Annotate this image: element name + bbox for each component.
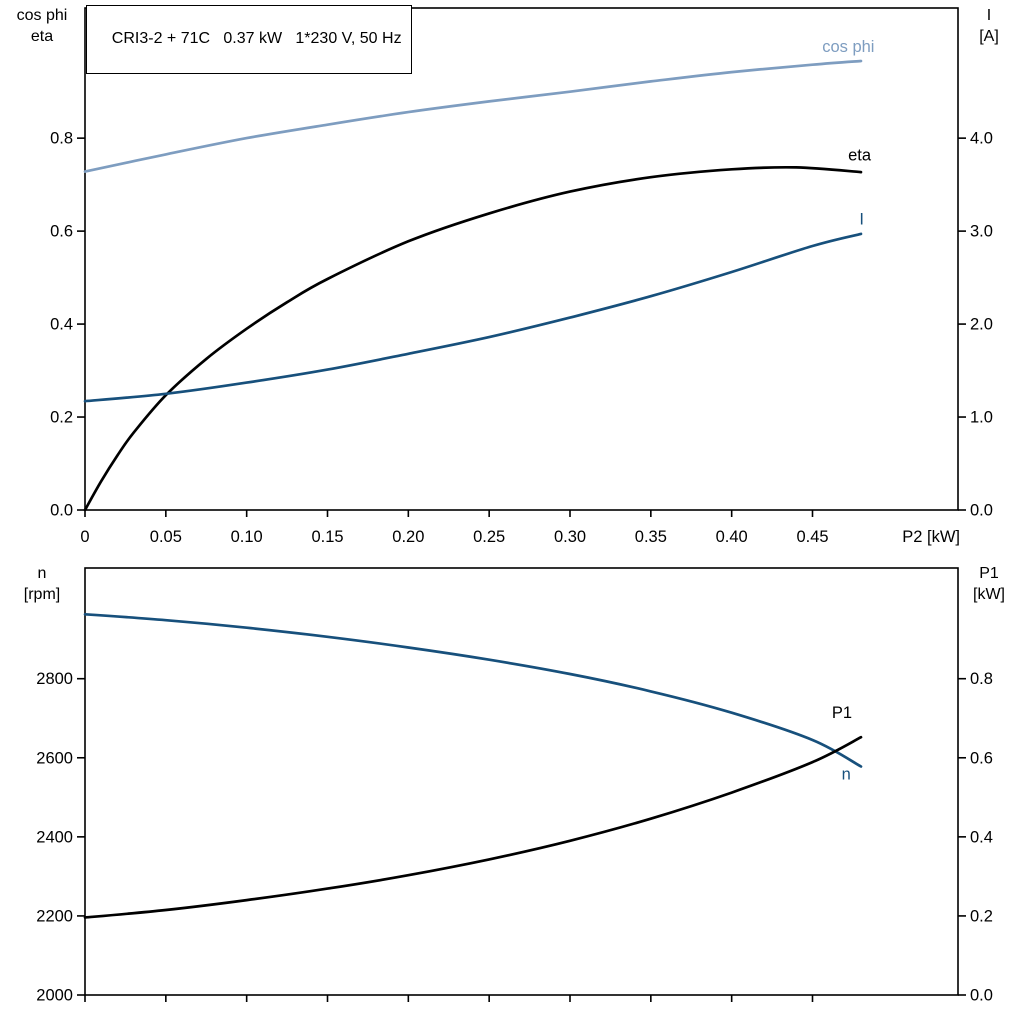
x-tick-label: 0.45 — [796, 528, 828, 546]
p1-axis-title-line2: [kW] — [973, 586, 1005, 603]
left-tick-label: 0.4 — [50, 316, 73, 334]
x-tick-label: 0.10 — [231, 528, 263, 546]
left-tick-label: 0.8 — [50, 130, 73, 148]
plot-frame-speed-and-input-power — [84, 567, 959, 996]
x-axis-label: P2 [kW] — [902, 528, 960, 546]
right-tick-label: 0.4 — [970, 828, 993, 846]
left-tick-label: 2000 — [36, 987, 73, 1005]
x-tick-label: 0.40 — [716, 528, 748, 546]
curve-cos-phi — [83, 59, 863, 173]
p1-axis-title-line1: P1 — [979, 565, 999, 582]
speed-axis-title-line1: n — [37, 565, 47, 582]
top-right-axis-title: I [A] — [956, 5, 1022, 47]
left-tick-label: 0.2 — [50, 409, 73, 427]
bottom-left-axis-title: n [rpm] — [0, 563, 84, 605]
right-tick-label: 0.8 — [970, 670, 993, 688]
curve-label-speed: n — [842, 766, 851, 784]
curve-current — [83, 232, 863, 403]
x-tick-label: 0.35 — [635, 528, 667, 546]
right-tick-label: 4.0 — [970, 130, 993, 148]
curve-speed — [83, 612, 863, 768]
plot-frame-electrical-performance — [84, 7, 959, 511]
left-tick-label: 2600 — [36, 749, 73, 767]
left-tick-label: 0.0 — [50, 502, 73, 520]
bottom-right-axis-title: P1 [kW] — [956, 563, 1022, 605]
right-tick-label: 1.0 — [970, 409, 993, 427]
x-tick-label: 0.30 — [554, 528, 586, 546]
right-tick-label: 0.0 — [970, 502, 993, 520]
left-tick-label: 2400 — [36, 828, 73, 846]
right-tick-label: 2.0 — [970, 316, 993, 334]
left-axis-title-line1: cos phi — [16, 7, 68, 24]
curve-eta — [83, 165, 863, 512]
right-tick-label: 0.0 — [970, 987, 993, 1005]
right-axis-title-line1: I — [986, 7, 992, 24]
left-tick-label: 2800 — [36, 670, 73, 688]
right-tick-label: 3.0 — [970, 223, 993, 241]
curve-label-eta: eta — [848, 146, 872, 164]
x-tick-label: 0.25 — [473, 528, 505, 546]
x-tick-label: 0.20 — [392, 528, 424, 546]
speed-axis-title-line2: [rpm] — [23, 586, 61, 603]
left-tick-label: 2200 — [36, 907, 73, 925]
x-tick-label: 0.05 — [150, 528, 182, 546]
left-tick-label: 0.6 — [50, 223, 73, 241]
curve-label-current: I — [859, 211, 864, 229]
curve-label-input-power: P1 — [832, 704, 852, 722]
chart-title: CRI3-2 + 71C 0.37 kW 1*230 V, 50 Hz — [111, 30, 402, 47]
right-tick-label: 0.2 — [970, 907, 993, 925]
curve-input-power — [83, 735, 863, 919]
top-left-axis-title: cos phi eta — [0, 5, 84, 47]
x-tick-label: 0 — [80, 528, 89, 546]
right-axis-title-line2: [A] — [979, 28, 999, 45]
chart-title-box: CRI3-2 + 71C 0.37 kW 1*230 V, 50 Hz — [86, 5, 412, 74]
x-tick-label: 0.15 — [311, 528, 343, 546]
right-tick-label: 0.6 — [970, 749, 993, 767]
curve-label-cos-phi: cos phi — [822, 38, 874, 56]
left-axis-title-line2: eta — [30, 28, 54, 45]
